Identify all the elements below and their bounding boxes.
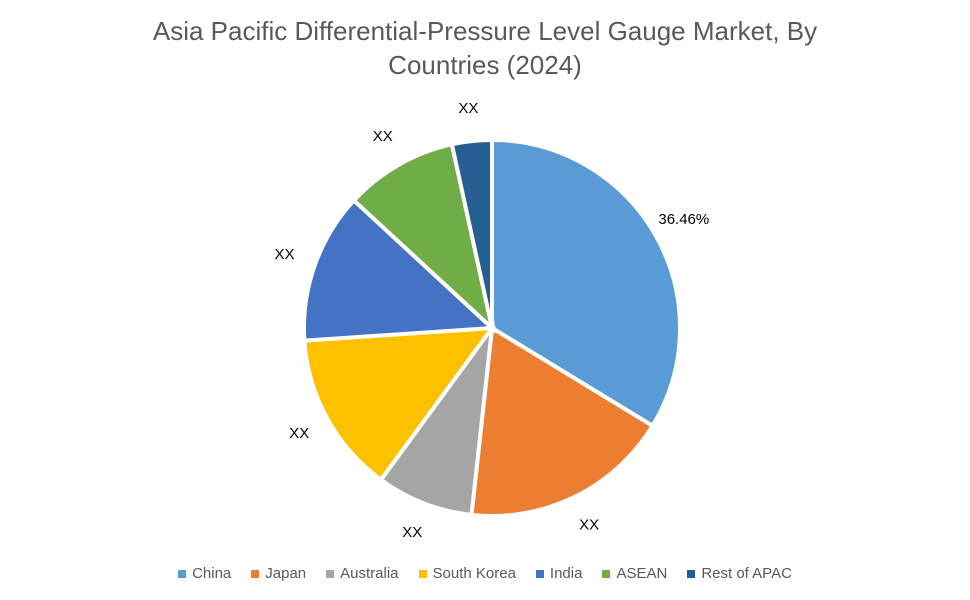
legend-item: ASEAN (602, 565, 667, 582)
data-label: XX (275, 246, 295, 263)
legend-swatch (418, 569, 427, 578)
legend-item: Rest of APAC (687, 565, 792, 582)
legend-label: Rest of APAC (701, 565, 792, 582)
legend-swatch (251, 569, 260, 578)
data-label: XX (402, 524, 422, 541)
legend-label: China (192, 565, 232, 582)
pie-slice (302, 325, 497, 483)
legend-label: Japan (265, 565, 307, 582)
legend-label: India (549, 565, 583, 582)
pie-slice (351, 141, 496, 334)
pie-slice (302, 197, 497, 343)
legend-label: ASEAN (616, 565, 668, 582)
data-label: 36.46% (658, 211, 709, 228)
chart-title: Asia Pacific Differential-Pressure Level… (152, 16, 818, 80)
data-label: XX (373, 128, 393, 145)
data-label: XX (289, 425, 309, 442)
legend-swatch (178, 569, 187, 578)
legend-item: Australia (326, 565, 399, 582)
data-label: XX (458, 100, 478, 117)
legend: China Japan Australia South Korea India ASEAN… (0, 565, 970, 582)
pie-slice (469, 324, 656, 518)
legend-item: Japan (251, 565, 306, 582)
legend-item: South Korea (418, 565, 516, 582)
legend-swatch (602, 569, 611, 578)
legend-swatch (687, 569, 696, 578)
legend-swatch (326, 569, 335, 578)
legend-label: South Korea (432, 565, 516, 582)
data-label: XX (579, 516, 599, 533)
legend-item: China (178, 565, 231, 582)
legend-swatch (535, 569, 544, 578)
legend-label: Australia (340, 565, 399, 582)
legend-item: India (535, 565, 583, 582)
pie-slice (449, 137, 494, 329)
